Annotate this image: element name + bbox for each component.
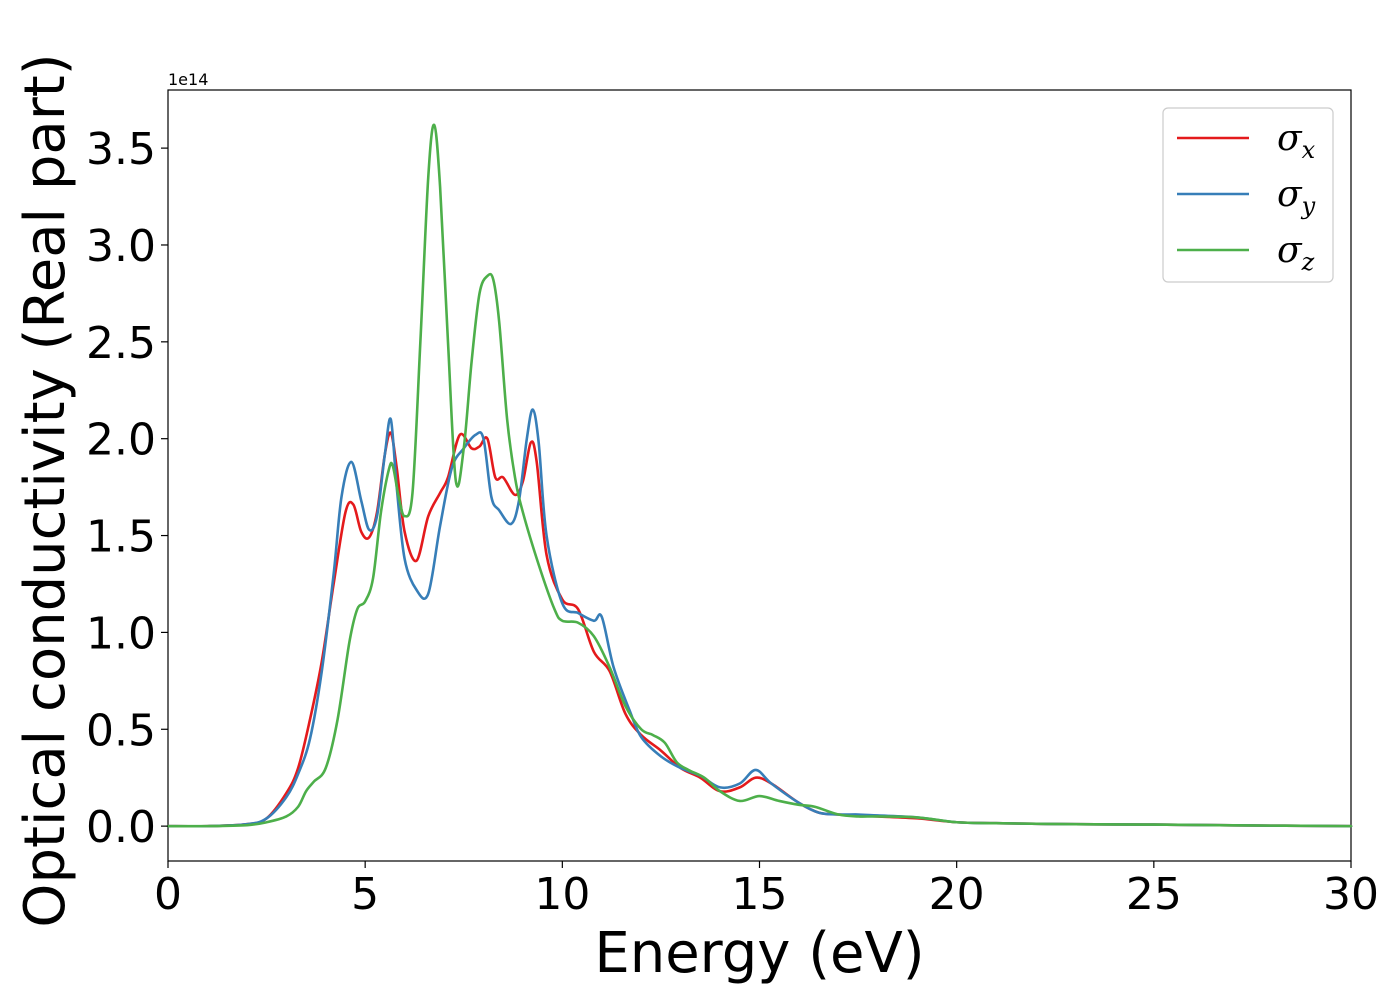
x-axis-label: Energy (eV) <box>594 921 924 986</box>
series-line-x <box>166 431 1353 828</box>
y-tick-label: 2.0 <box>86 415 156 466</box>
y-tick-label: 1.0 <box>86 608 156 659</box>
y-tick-label: 0.0 <box>86 802 156 853</box>
x-tick-label: 10 <box>534 869 590 920</box>
series-layer <box>166 123 1353 828</box>
y-tick-label: 2.5 <box>86 318 156 369</box>
x-tick-label: 5 <box>351 869 379 920</box>
y-tick-label: 3.0 <box>86 221 156 272</box>
legend-label-y: σy <box>1277 174 1316 220</box>
series-line-y <box>166 408 1353 828</box>
legend-label-x: σx <box>1277 118 1316 164</box>
y-tick-label: 0.5 <box>86 705 156 756</box>
y-axis-offset-label: 1e14 <box>168 70 208 89</box>
x-tick-label: 0 <box>154 869 182 920</box>
series-line-z <box>166 123 1353 828</box>
legend: σx σy σz <box>1162 107 1334 283</box>
y-tick-label: 3.5 <box>86 124 156 175</box>
x-tick-label: 30 <box>1323 869 1379 920</box>
y-tick-label: 1.5 <box>86 512 156 563</box>
x-tick-label: 15 <box>732 869 788 920</box>
x-tick-label: 20 <box>929 869 985 920</box>
y-axis-label: Optical conductivity (Real part) <box>13 53 78 927</box>
legend-label-z: σz <box>1277 230 1315 276</box>
x-tick-label: 25 <box>1126 869 1182 920</box>
x-axis-ticks: 0 5 10 15 20 25 30 <box>154 861 1379 920</box>
y-axis-ticks: 0.0 0.5 1.0 1.5 2.0 2.5 3.0 3.5 <box>86 124 168 853</box>
